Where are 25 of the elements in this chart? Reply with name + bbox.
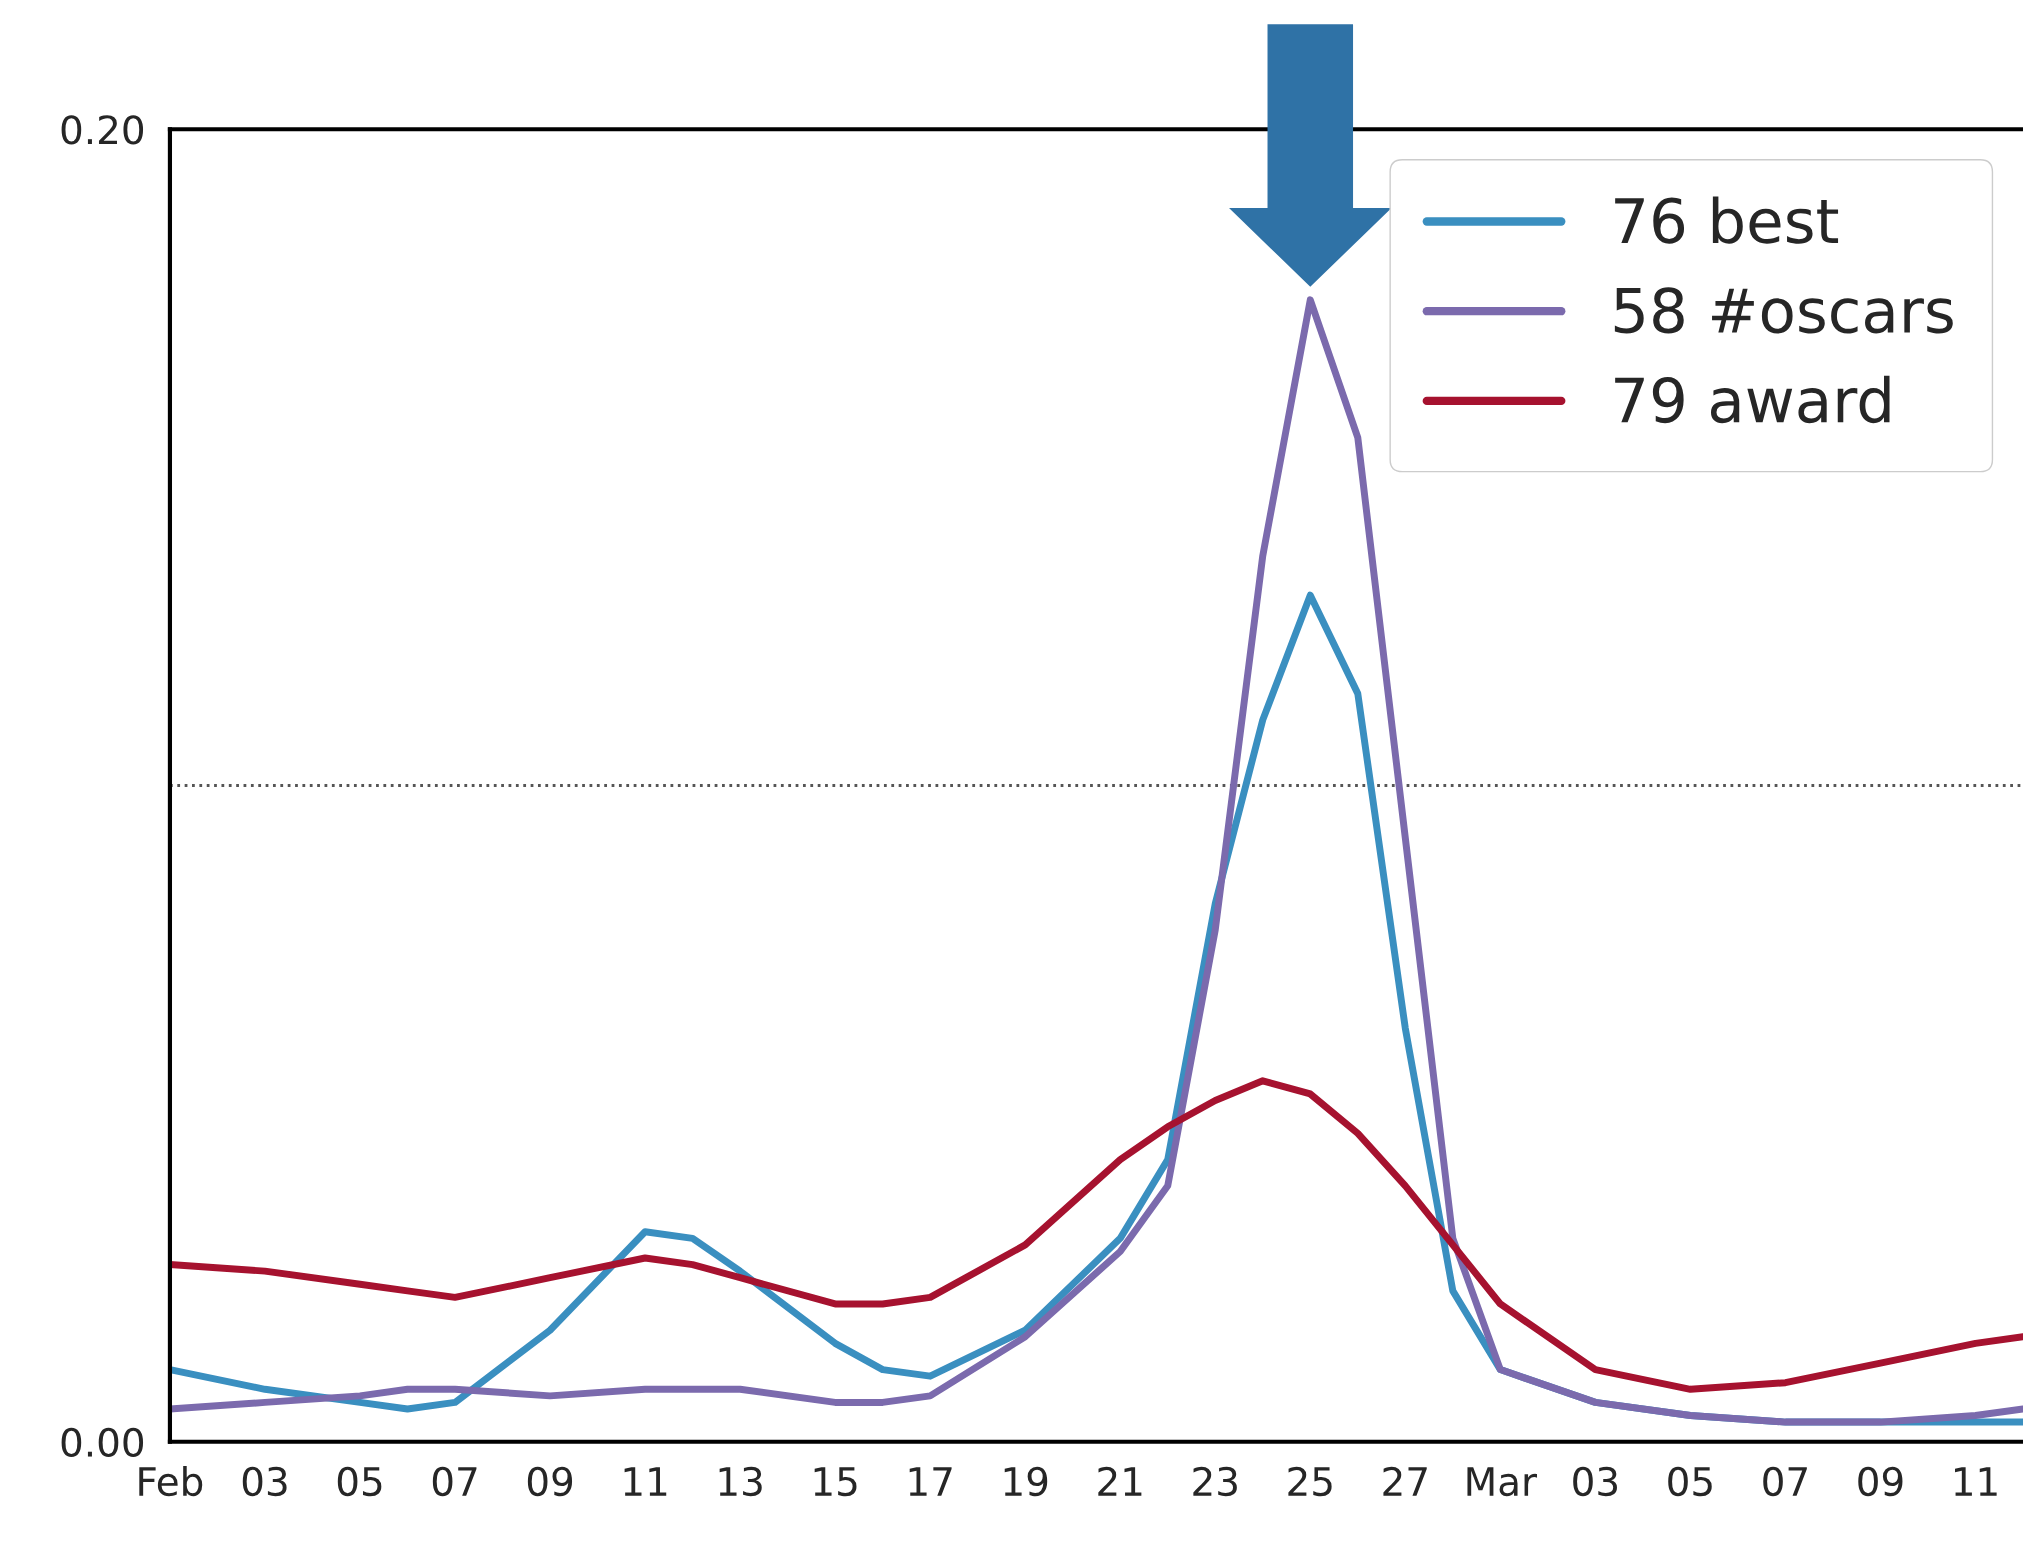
x-tick-label: 25: [1288, 1466, 1332, 1497]
x-tick-label: Feb: [139, 1466, 203, 1497]
x-tick-label: 05: [337, 1466, 382, 1497]
x-tick-label: 19: [1004, 1466, 1048, 1497]
x-tick-label: 11: [624, 1467, 667, 1496]
x-tick-label: Mar: [1467, 1467, 1538, 1497]
x-tick-label: 03: [242, 1466, 287, 1497]
legend-label: 58 #oscars: [1614, 287, 1953, 334]
x-tick-label: 21: [1098, 1466, 1142, 1496]
y-tick-label: 0.20: [61, 115, 144, 145]
x-tick-label: 07: [432, 1466, 477, 1497]
x-tick-label: 27: [1383, 1466, 1427, 1496]
x-tick-label: 23: [1193, 1466, 1237, 1497]
x-tick-label: 07: [1763, 1466, 1807, 1497]
x-tick-label: 03: [1573, 1466, 1617, 1497]
x-tick-label: 15: [814, 1467, 857, 1497]
legend-label: 79 award: [1615, 375, 1890, 424]
x-tick-label: 11: [1955, 1467, 1997, 1496]
x-tick-label: 17: [909, 1467, 952, 1496]
y-tick-label: 0.00: [61, 1427, 144, 1458]
x-tick-label: 13: [719, 1466, 762, 1497]
x-tick-label: 05: [1668, 1466, 1712, 1497]
legend-label: 76 best: [1615, 196, 1839, 244]
x-tick-label: 09: [527, 1466, 573, 1497]
x-tick-label: 09: [1858, 1466, 1903, 1497]
